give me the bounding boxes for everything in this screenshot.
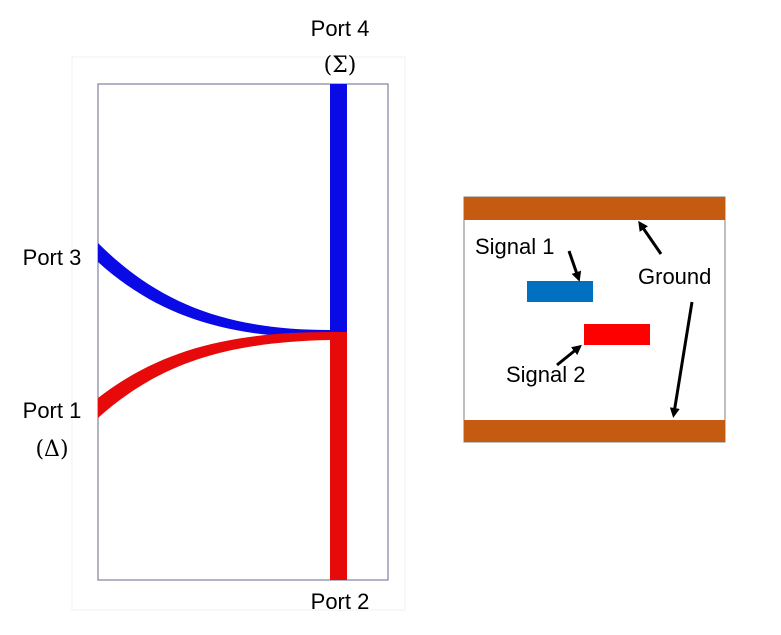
ground-label: Ground <box>638 264 711 289</box>
port3-label: Port 3 <box>23 245 82 270</box>
cross-section: Signal 1 Signal 2 Ground <box>463 196 726 443</box>
coupler-outer-frame <box>71 56 406 611</box>
signal2-conductor <box>584 324 650 345</box>
bottom-ground-plane <box>464 420 725 442</box>
top-ground-arrow <box>638 220 663 255</box>
lower-coupled-line <box>98 332 330 418</box>
upper-coupled-line <box>98 243 330 338</box>
port4-sigma-label: (Σ) <box>324 53 357 78</box>
signal1-conductor <box>527 281 593 302</box>
bottom-ground-arrow <box>669 301 694 418</box>
port2-feed-line <box>330 332 347 580</box>
signal2-label: Signal 2 <box>506 362 586 387</box>
top-ground-plane <box>464 197 725 220</box>
coupler-layout: Port 4 (Σ) Port 3 Port 1 (Δ) Port 2 <box>23 16 406 614</box>
port1-label: Port 1 <box>23 398 82 423</box>
port1-delta-label: (Δ) <box>35 437 68 462</box>
signal2-arrow <box>556 344 582 367</box>
port2-label: Port 2 <box>311 589 370 614</box>
coupler-substrate-outline <box>97 83 389 581</box>
port4-label: Port 4 <box>311 16 370 41</box>
signal1-arrow <box>567 250 582 282</box>
port4-feed-line <box>330 84 347 332</box>
signal1-label: Signal 1 <box>475 234 555 259</box>
